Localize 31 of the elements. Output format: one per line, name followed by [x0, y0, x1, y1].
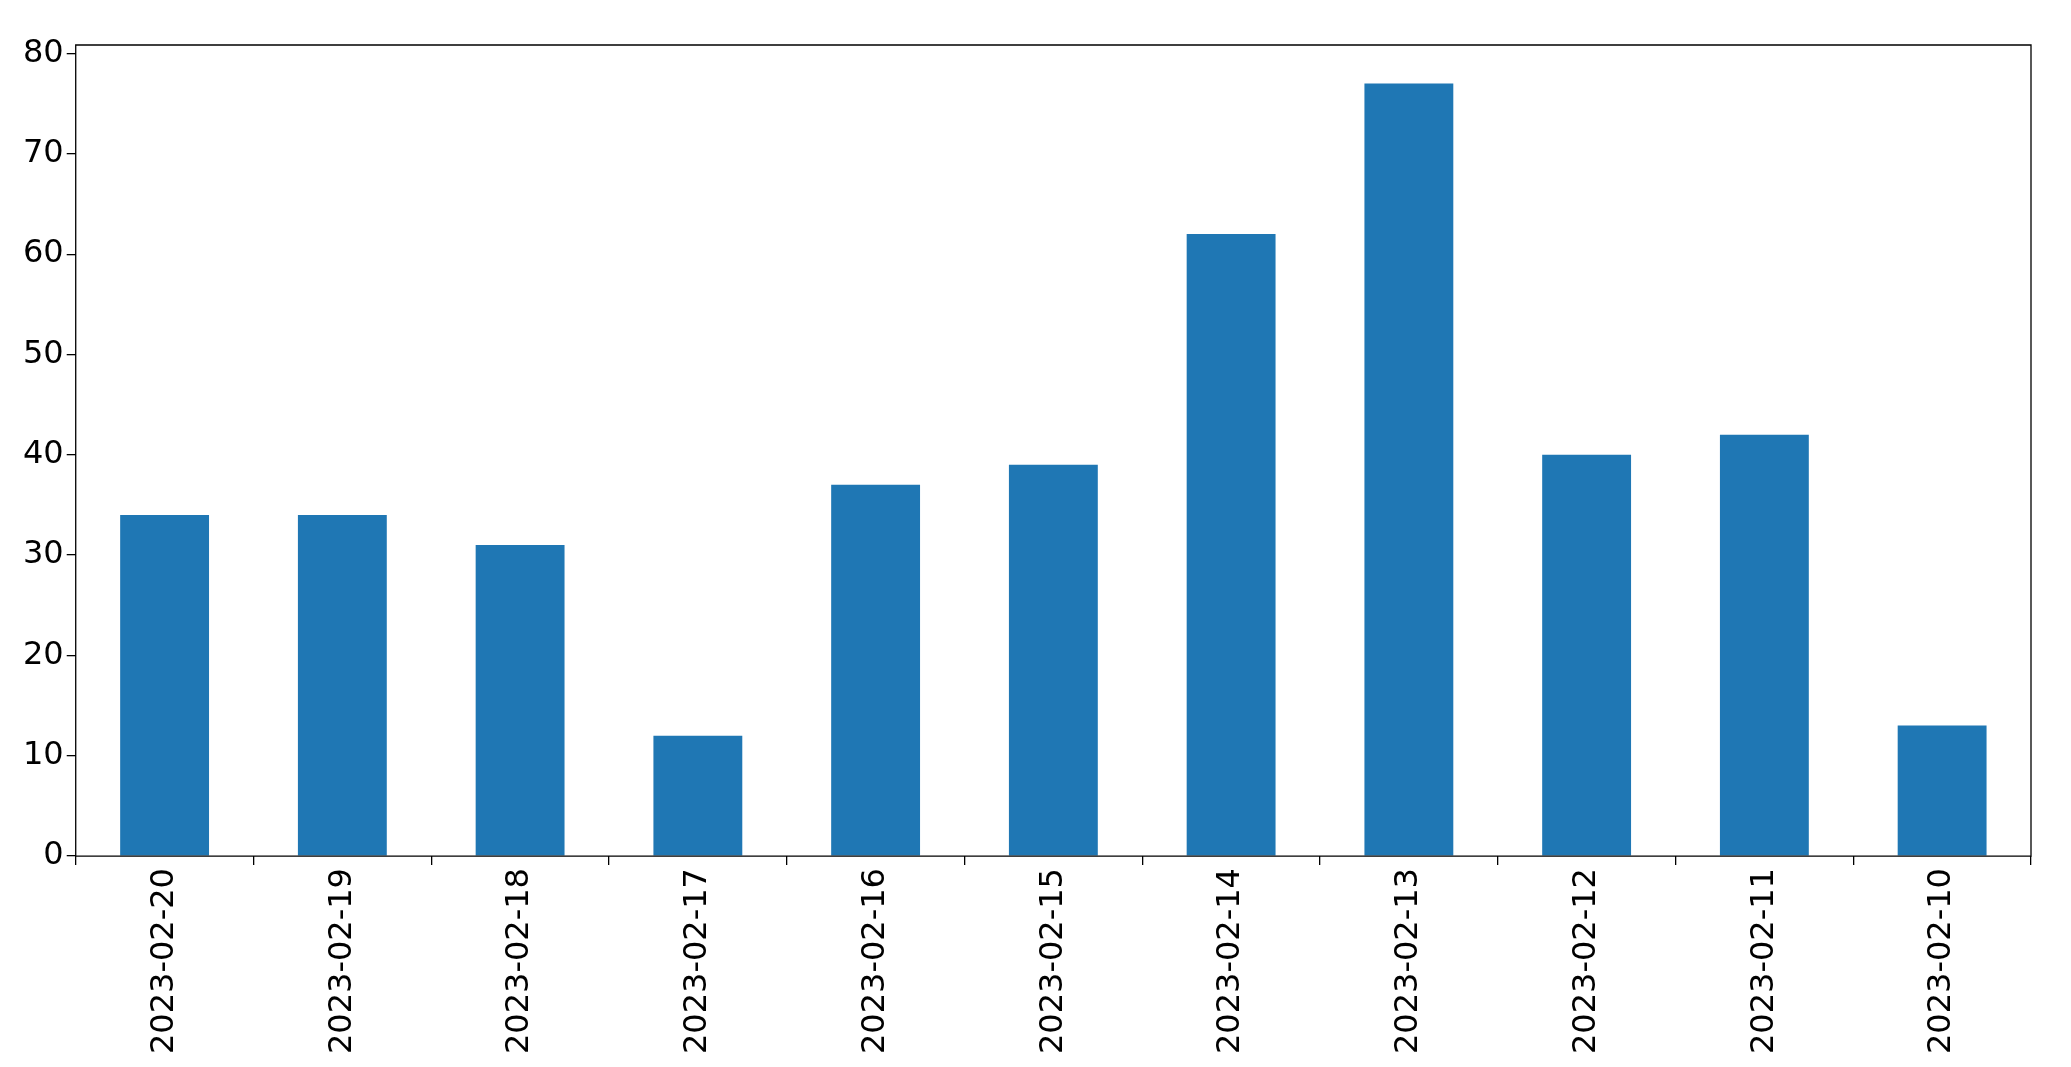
bar	[120, 514, 210, 856]
bar	[1897, 725, 1987, 856]
x-tick-label: 2023-02-15	[1031, 868, 1070, 1054]
x-tick-label: 2023-02-10	[1920, 868, 1959, 1054]
bar	[297, 514, 387, 856]
x-tick-label: 2023-02-17	[676, 868, 715, 1054]
x-tick-label: 2023-02-20	[142, 868, 181, 1054]
x-tick-label: 2023-02-11	[1742, 868, 1781, 1054]
x-tick-label: 2023-02-12	[1564, 868, 1603, 1054]
y-tick-label: 60	[23, 232, 64, 271]
x-tick-label: 2023-02-13	[1387, 868, 1426, 1054]
bar	[1719, 434, 1809, 856]
y-tick-label: 80	[23, 31, 64, 70]
bar	[475, 545, 565, 856]
y-tick-label: 40	[23, 433, 64, 472]
x-tick-label: 2023-02-18	[498, 868, 537, 1054]
bar	[831, 484, 921, 856]
bar	[1186, 234, 1276, 856]
y-tick-label: 30	[23, 533, 64, 572]
x-tick-label: 2023-02-16	[853, 868, 892, 1054]
y-tick-label: 0	[43, 834, 64, 873]
bar	[1542, 454, 1632, 856]
x-tick-label: 2023-02-19	[320, 868, 359, 1054]
y-tick-label: 20	[23, 633, 64, 672]
y-tick-label: 10	[23, 734, 64, 773]
bar	[653, 735, 743, 856]
bar	[1008, 464, 1098, 856]
bar	[1364, 83, 1454, 856]
y-tick-label: 50	[23, 332, 64, 371]
x-tick-label: 2023-02-14	[1209, 868, 1248, 1054]
y-tick-label: 70	[23, 132, 64, 171]
